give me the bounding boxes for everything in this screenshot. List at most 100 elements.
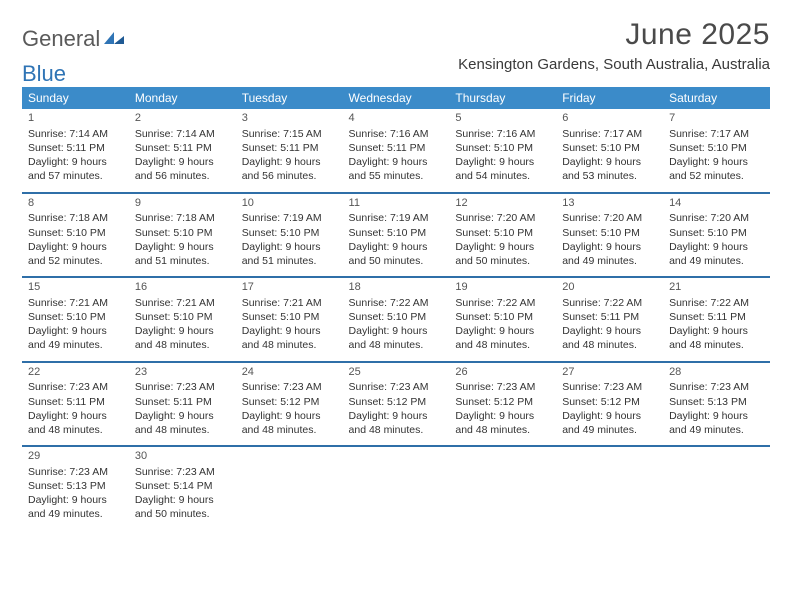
day-cell: 6Sunrise: 7:17 AMSunset: 5:10 PMDaylight… bbox=[556, 109, 663, 193]
col-tuesday: Tuesday bbox=[236, 87, 343, 109]
day-cell bbox=[663, 447, 770, 530]
calendar-body: 1Sunrise: 7:14 AMSunset: 5:11 PMDaylight… bbox=[22, 109, 770, 530]
month-title: June 2025 bbox=[458, 18, 770, 52]
day-number: 16 bbox=[135, 280, 230, 295]
col-wednesday: Wednesday bbox=[343, 87, 450, 109]
col-friday: Friday bbox=[556, 87, 663, 109]
day-number: 17 bbox=[242, 280, 337, 295]
col-saturday: Saturday bbox=[663, 87, 770, 109]
day-number: 14 bbox=[669, 196, 764, 211]
day-cell: 16Sunrise: 7:21 AMSunset: 5:10 PMDayligh… bbox=[129, 278, 236, 362]
day-cell: 29Sunrise: 7:23 AMSunset: 5:13 PMDayligh… bbox=[22, 447, 129, 530]
day-details: Sunrise: 7:22 AMSunset: 5:11 PMDaylight:… bbox=[562, 296, 657, 353]
day-details: Sunrise: 7:20 AMSunset: 5:10 PMDaylight:… bbox=[455, 211, 550, 268]
day-number: 13 bbox=[562, 196, 657, 211]
day-cell: 28Sunrise: 7:23 AMSunset: 5:13 PMDayligh… bbox=[663, 363, 770, 447]
day-details: Sunrise: 7:23 AMSunset: 5:13 PMDaylight:… bbox=[28, 465, 123, 522]
day-cell: 15Sunrise: 7:21 AMSunset: 5:10 PMDayligh… bbox=[22, 278, 129, 362]
day-number: 8 bbox=[28, 196, 123, 211]
day-number: 19 bbox=[455, 280, 550, 295]
day-details: Sunrise: 7:22 AMSunset: 5:11 PMDaylight:… bbox=[669, 296, 764, 353]
day-cell: 25Sunrise: 7:23 AMSunset: 5:12 PMDayligh… bbox=[343, 363, 450, 447]
location: Kensington Gardens, South Australia, Aus… bbox=[458, 56, 770, 73]
logo-general: General bbox=[22, 26, 100, 52]
day-cell: 23Sunrise: 7:23 AMSunset: 5:11 PMDayligh… bbox=[129, 363, 236, 447]
day-number: 20 bbox=[562, 280, 657, 295]
day-number: 24 bbox=[242, 365, 337, 380]
day-cell: 17Sunrise: 7:21 AMSunset: 5:10 PMDayligh… bbox=[236, 278, 343, 362]
day-number: 7 bbox=[669, 111, 764, 126]
day-details: Sunrise: 7:22 AMSunset: 5:10 PMDaylight:… bbox=[349, 296, 444, 353]
day-details: Sunrise: 7:17 AMSunset: 5:10 PMDaylight:… bbox=[669, 127, 764, 184]
day-cell bbox=[449, 447, 556, 530]
day-details: Sunrise: 7:21 AMSunset: 5:10 PMDaylight:… bbox=[242, 296, 337, 353]
day-details: Sunrise: 7:20 AMSunset: 5:10 PMDaylight:… bbox=[669, 211, 764, 268]
week-row: 1Sunrise: 7:14 AMSunset: 5:11 PMDaylight… bbox=[22, 109, 770, 193]
day-details: Sunrise: 7:18 AMSunset: 5:10 PMDaylight:… bbox=[135, 211, 230, 268]
day-details: Sunrise: 7:19 AMSunset: 5:10 PMDaylight:… bbox=[242, 211, 337, 268]
day-details: Sunrise: 7:22 AMSunset: 5:10 PMDaylight:… bbox=[455, 296, 550, 353]
day-details: Sunrise: 7:15 AMSunset: 5:11 PMDaylight:… bbox=[242, 127, 337, 184]
col-sunday: Sunday bbox=[22, 87, 129, 109]
day-cell: 14Sunrise: 7:20 AMSunset: 5:10 PMDayligh… bbox=[663, 194, 770, 278]
day-number: 4 bbox=[349, 111, 444, 126]
week-row: 22Sunrise: 7:23 AMSunset: 5:11 PMDayligh… bbox=[22, 363, 770, 447]
week-row: 29Sunrise: 7:23 AMSunset: 5:13 PMDayligh… bbox=[22, 447, 770, 530]
day-cell: 18Sunrise: 7:22 AMSunset: 5:10 PMDayligh… bbox=[343, 278, 450, 362]
day-number: 9 bbox=[135, 196, 230, 211]
day-number: 6 bbox=[562, 111, 657, 126]
day-details: Sunrise: 7:14 AMSunset: 5:11 PMDaylight:… bbox=[135, 127, 230, 184]
day-number: 21 bbox=[669, 280, 764, 295]
title-block: June 2025 Kensington Gardens, South Aust… bbox=[458, 18, 770, 79]
day-number: 27 bbox=[562, 365, 657, 380]
week-row: 8Sunrise: 7:18 AMSunset: 5:10 PMDaylight… bbox=[22, 194, 770, 278]
day-number: 26 bbox=[455, 365, 550, 380]
day-details: Sunrise: 7:14 AMSunset: 5:11 PMDaylight:… bbox=[28, 127, 123, 184]
day-number: 1 bbox=[28, 111, 123, 126]
day-cell: 20Sunrise: 7:22 AMSunset: 5:11 PMDayligh… bbox=[556, 278, 663, 362]
day-details: Sunrise: 7:21 AMSunset: 5:10 PMDaylight:… bbox=[28, 296, 123, 353]
col-monday: Monday bbox=[129, 87, 236, 109]
day-cell: 10Sunrise: 7:19 AMSunset: 5:10 PMDayligh… bbox=[236, 194, 343, 278]
day-details: Sunrise: 7:16 AMSunset: 5:10 PMDaylight:… bbox=[455, 127, 550, 184]
day-cell: 21Sunrise: 7:22 AMSunset: 5:11 PMDayligh… bbox=[663, 278, 770, 362]
day-details: Sunrise: 7:21 AMSunset: 5:10 PMDaylight:… bbox=[135, 296, 230, 353]
logo-blue: Blue bbox=[22, 61, 66, 87]
day-cell: 7Sunrise: 7:17 AMSunset: 5:10 PMDaylight… bbox=[663, 109, 770, 193]
day-details: Sunrise: 7:16 AMSunset: 5:11 PMDaylight:… bbox=[349, 127, 444, 184]
day-details: Sunrise: 7:23 AMSunset: 5:12 PMDaylight:… bbox=[562, 380, 657, 437]
day-details: Sunrise: 7:23 AMSunset: 5:11 PMDaylight:… bbox=[135, 380, 230, 437]
day-details: Sunrise: 7:19 AMSunset: 5:10 PMDaylight:… bbox=[349, 211, 444, 268]
day-number: 15 bbox=[28, 280, 123, 295]
day-details: Sunrise: 7:23 AMSunset: 5:12 PMDaylight:… bbox=[349, 380, 444, 437]
day-details: Sunrise: 7:23 AMSunset: 5:13 PMDaylight:… bbox=[669, 380, 764, 437]
day-cell: 4Sunrise: 7:16 AMSunset: 5:11 PMDaylight… bbox=[343, 109, 450, 193]
day-cell: 11Sunrise: 7:19 AMSunset: 5:10 PMDayligh… bbox=[343, 194, 450, 278]
header-row: Sunday Monday Tuesday Wednesday Thursday… bbox=[22, 87, 770, 109]
day-number: 28 bbox=[669, 365, 764, 380]
col-thursday: Thursday bbox=[449, 87, 556, 109]
day-cell: 3Sunrise: 7:15 AMSunset: 5:11 PMDaylight… bbox=[236, 109, 343, 193]
day-cell: 9Sunrise: 7:18 AMSunset: 5:10 PMDaylight… bbox=[129, 194, 236, 278]
day-cell: 30Sunrise: 7:23 AMSunset: 5:14 PMDayligh… bbox=[129, 447, 236, 530]
day-number: 18 bbox=[349, 280, 444, 295]
day-details: Sunrise: 7:18 AMSunset: 5:10 PMDaylight:… bbox=[28, 211, 123, 268]
day-number: 11 bbox=[349, 196, 444, 211]
day-details: Sunrise: 7:23 AMSunset: 5:11 PMDaylight:… bbox=[28, 380, 123, 437]
day-number: 3 bbox=[242, 111, 337, 126]
day-cell bbox=[236, 447, 343, 530]
day-cell: 1Sunrise: 7:14 AMSunset: 5:11 PMDaylight… bbox=[22, 109, 129, 193]
day-cell: 19Sunrise: 7:22 AMSunset: 5:10 PMDayligh… bbox=[449, 278, 556, 362]
day-details: Sunrise: 7:23 AMSunset: 5:12 PMDaylight:… bbox=[455, 380, 550, 437]
day-cell: 8Sunrise: 7:18 AMSunset: 5:10 PMDaylight… bbox=[22, 194, 129, 278]
day-details: Sunrise: 7:23 AMSunset: 5:12 PMDaylight:… bbox=[242, 380, 337, 437]
day-number: 2 bbox=[135, 111, 230, 126]
day-cell: 26Sunrise: 7:23 AMSunset: 5:12 PMDayligh… bbox=[449, 363, 556, 447]
day-number: 22 bbox=[28, 365, 123, 380]
day-cell: 22Sunrise: 7:23 AMSunset: 5:11 PMDayligh… bbox=[22, 363, 129, 447]
day-details: Sunrise: 7:23 AMSunset: 5:14 PMDaylight:… bbox=[135, 465, 230, 522]
logo: General bbox=[22, 26, 126, 52]
day-number: 25 bbox=[349, 365, 444, 380]
day-number: 5 bbox=[455, 111, 550, 126]
day-cell: 27Sunrise: 7:23 AMSunset: 5:12 PMDayligh… bbox=[556, 363, 663, 447]
